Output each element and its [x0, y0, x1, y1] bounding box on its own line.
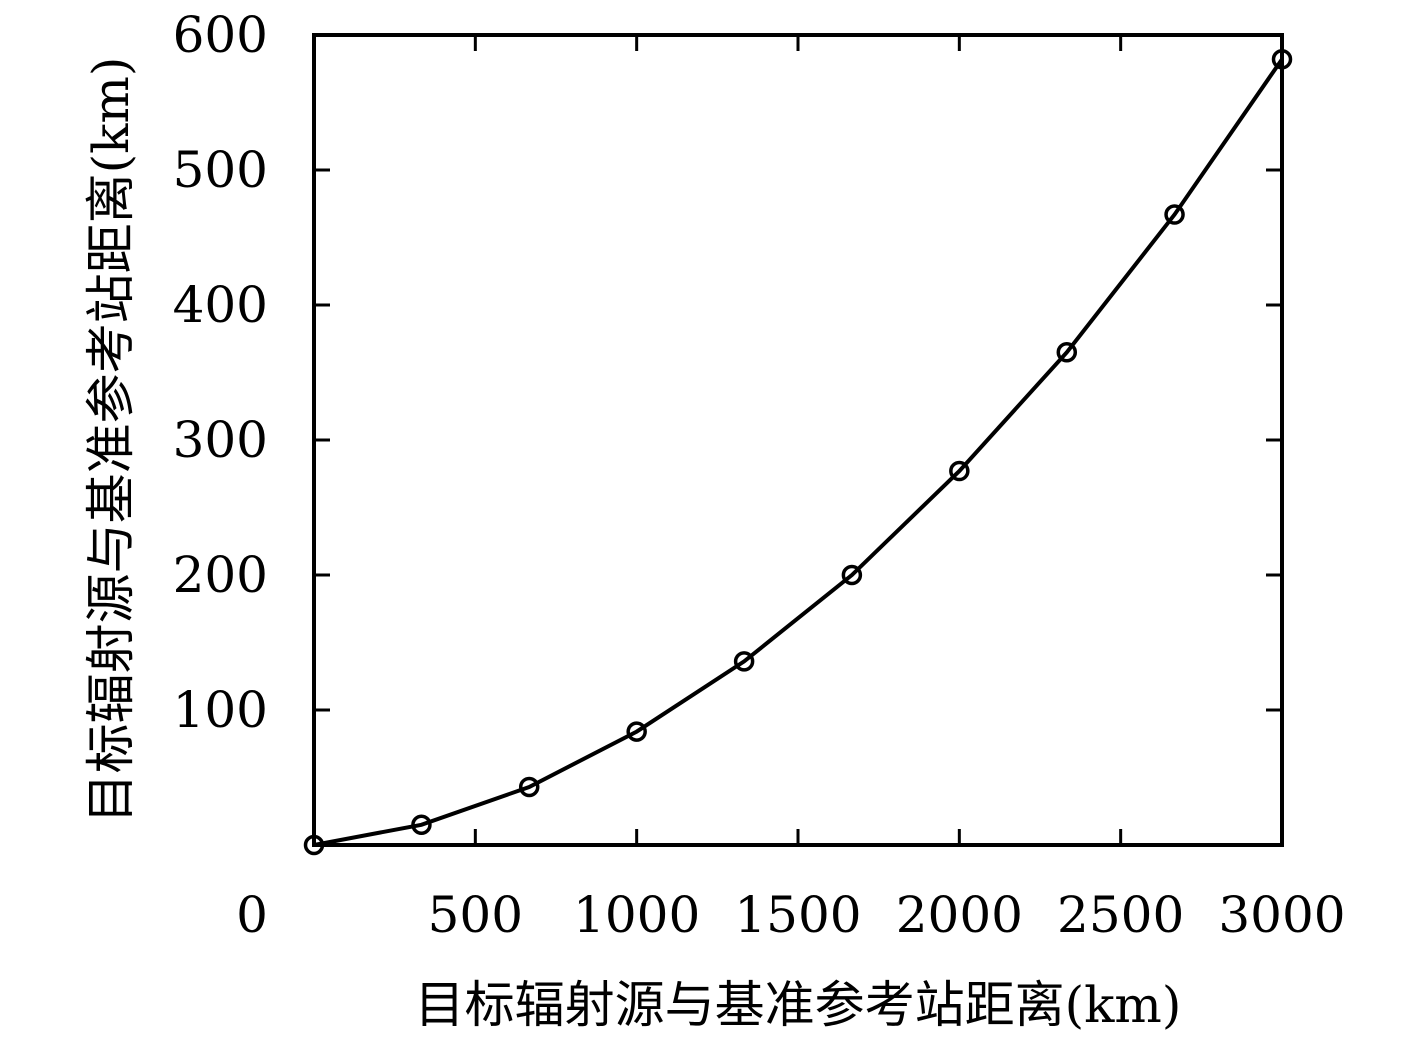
- data-point-marker: [518, 776, 540, 798]
- y-tick-label: 400: [173, 276, 268, 334]
- x-tick-label: 2500: [1057, 886, 1184, 944]
- data-point-marker: [626, 721, 647, 742]
- data-point-marker: [411, 814, 432, 835]
- x-tick-label: 2000: [896, 886, 1023, 944]
- plot-frame: [312, 33, 1284, 847]
- y-tick-label: 100: [173, 681, 268, 739]
- x-tick-label: 500: [428, 886, 523, 944]
- series-line: [313, 58, 1284, 847]
- x-tick-label: 1500: [734, 886, 861, 944]
- data-point-marker: [303, 834, 325, 856]
- series-markers: [303, 49, 1293, 856]
- data-point-marker: [1056, 342, 1078, 363]
- data-point-marker: [733, 651, 755, 672]
- x-tick-label: 3000: [1218, 886, 1345, 944]
- x-tick-label: 1000: [573, 886, 700, 944]
- y-tick-label: 200: [173, 546, 268, 604]
- data-point-marker: [949, 460, 970, 482]
- tick-labels: 500 1000 1500 2000 2500 3000 100 200 300 400 500 60…: [173, 6, 1346, 944]
- data-point-marker: [1164, 204, 1185, 225]
- y-axis-label: 目标辐射源与基准参考站距离(km): [82, 57, 140, 824]
- data-point-marker: [841, 564, 863, 586]
- data-point-marker: [1271, 49, 1293, 70]
- y-tick-label: 600: [173, 6, 268, 64]
- axis-ticks: [314, 33, 1284, 845]
- origin-tick-label: 0: [236, 886, 268, 944]
- y-tick-label: 300: [173, 411, 268, 469]
- x-axis-label: 目标辐射源与基准参考站距离(km): [415, 976, 1182, 1034]
- y-tick-label: 500: [173, 141, 268, 199]
